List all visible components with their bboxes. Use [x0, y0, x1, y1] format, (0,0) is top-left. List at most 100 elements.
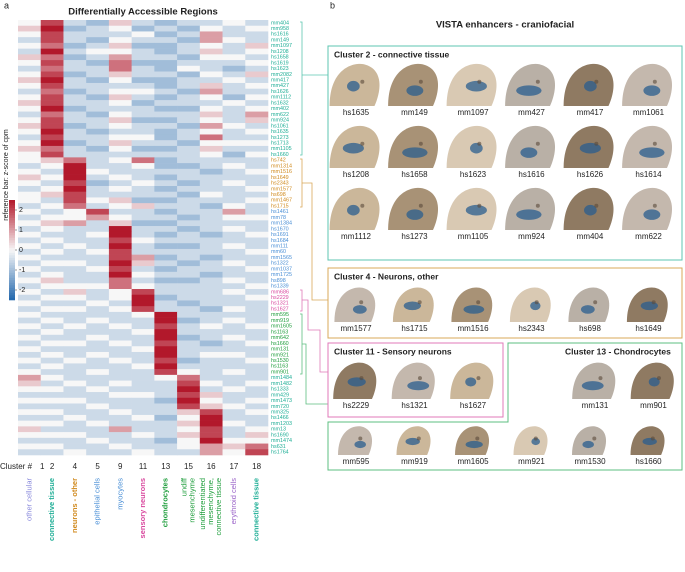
heat-cell [222, 386, 246, 393]
heat-cell [177, 117, 201, 124]
heat-cell [108, 65, 132, 72]
heat-cell [199, 443, 223, 450]
heat-cell [18, 117, 42, 124]
heat-cell [86, 134, 110, 141]
heat-cell [154, 117, 178, 124]
stain [648, 377, 660, 387]
heat-cell [63, 145, 87, 152]
eye [477, 79, 482, 84]
heat-cell [63, 54, 87, 61]
heat-cell [86, 88, 110, 95]
heat-cell [108, 380, 132, 387]
heat-cell [18, 357, 42, 364]
heat-cell [131, 329, 155, 336]
heat-cell [222, 300, 246, 307]
heat-cell [154, 151, 178, 158]
heat-cell [154, 191, 178, 198]
heat-cell [40, 397, 64, 404]
heat-cell [222, 351, 246, 358]
heat-cell [40, 174, 64, 181]
heat-cell [154, 231, 178, 238]
heat-cell [86, 294, 110, 301]
heat-cell [108, 397, 132, 404]
heat-cell [86, 145, 110, 152]
heat-cell [154, 88, 178, 95]
stain [342, 142, 364, 154]
heat-cell [222, 203, 246, 210]
row-label: mm642 [271, 335, 289, 341]
heat-cell [177, 351, 201, 358]
heat-cell [245, 180, 269, 187]
heat-cell [177, 168, 201, 175]
heat-cell [40, 226, 64, 233]
heat-cell [177, 311, 201, 318]
heat-cell [177, 443, 201, 450]
heat-cell [40, 48, 64, 55]
heat-cell [63, 449, 87, 456]
heat-cell [154, 111, 178, 118]
embryo-image [505, 187, 556, 230]
heat-cell [199, 37, 223, 44]
heat-cell [199, 397, 223, 404]
heat-cell [18, 432, 42, 439]
heat-cell [222, 443, 246, 450]
bracket [300, 313, 303, 375]
row-label: mm921 [271, 352, 289, 358]
heat-cell [63, 409, 87, 416]
heat-cell [177, 123, 201, 130]
heat-cell [245, 437, 269, 444]
heat-cell [86, 214, 110, 221]
colorbar-step [9, 272, 15, 276]
heat-cell [245, 386, 269, 393]
colorbar-step [9, 220, 15, 223]
row-label: mm111 [271, 244, 288, 250]
stain [581, 381, 604, 391]
heat-cell [199, 203, 223, 210]
column-label: erythroid cells [229, 478, 238, 525]
heat-cell [18, 351, 42, 358]
heat-cell [63, 260, 87, 267]
heat-cell [108, 220, 132, 227]
heat-cell [131, 226, 155, 233]
heat-cell [18, 340, 42, 347]
heat-cell [18, 203, 42, 210]
heat-cell [245, 260, 269, 267]
heat-cell [40, 31, 64, 38]
row-label: mm1112 [271, 95, 291, 101]
heat-cell [154, 311, 178, 318]
row-label: mm429 [271, 392, 289, 398]
heat-cell [40, 437, 64, 444]
heat-cell [177, 197, 201, 204]
heat-cell [199, 374, 223, 381]
heat-cell [63, 283, 87, 290]
heat-cell [154, 386, 178, 393]
embryo-image [391, 362, 435, 399]
heat-cell [154, 128, 178, 135]
heat-cell [245, 449, 269, 456]
embryo-head [455, 426, 490, 455]
heat-cell [154, 397, 178, 404]
heat-cell [154, 420, 178, 427]
heat-cell [40, 334, 64, 341]
heat-cell [154, 237, 178, 244]
heat-cell [177, 185, 201, 193]
heat-cell [245, 197, 269, 204]
heat-cell [18, 20, 42, 27]
row-label: hs1530 [271, 358, 289, 364]
heat-cell [199, 449, 223, 456]
cluster-number: 17 [229, 462, 238, 471]
colorbar-step [9, 290, 15, 293]
heat-cell [222, 397, 246, 404]
heat-cell [131, 437, 155, 444]
image-label: mm919 [401, 457, 428, 466]
cluster-number: 11 [139, 462, 148, 471]
embryo-head [622, 125, 673, 168]
heat-cell [108, 449, 132, 456]
heat-cell [177, 414, 201, 421]
row-label: mm919 [271, 318, 289, 324]
heat-cell [63, 88, 87, 95]
heat-cell [108, 60, 132, 67]
colorbar-step [9, 275, 15, 278]
heat-cell [154, 157, 178, 164]
heat-cell [40, 432, 64, 439]
